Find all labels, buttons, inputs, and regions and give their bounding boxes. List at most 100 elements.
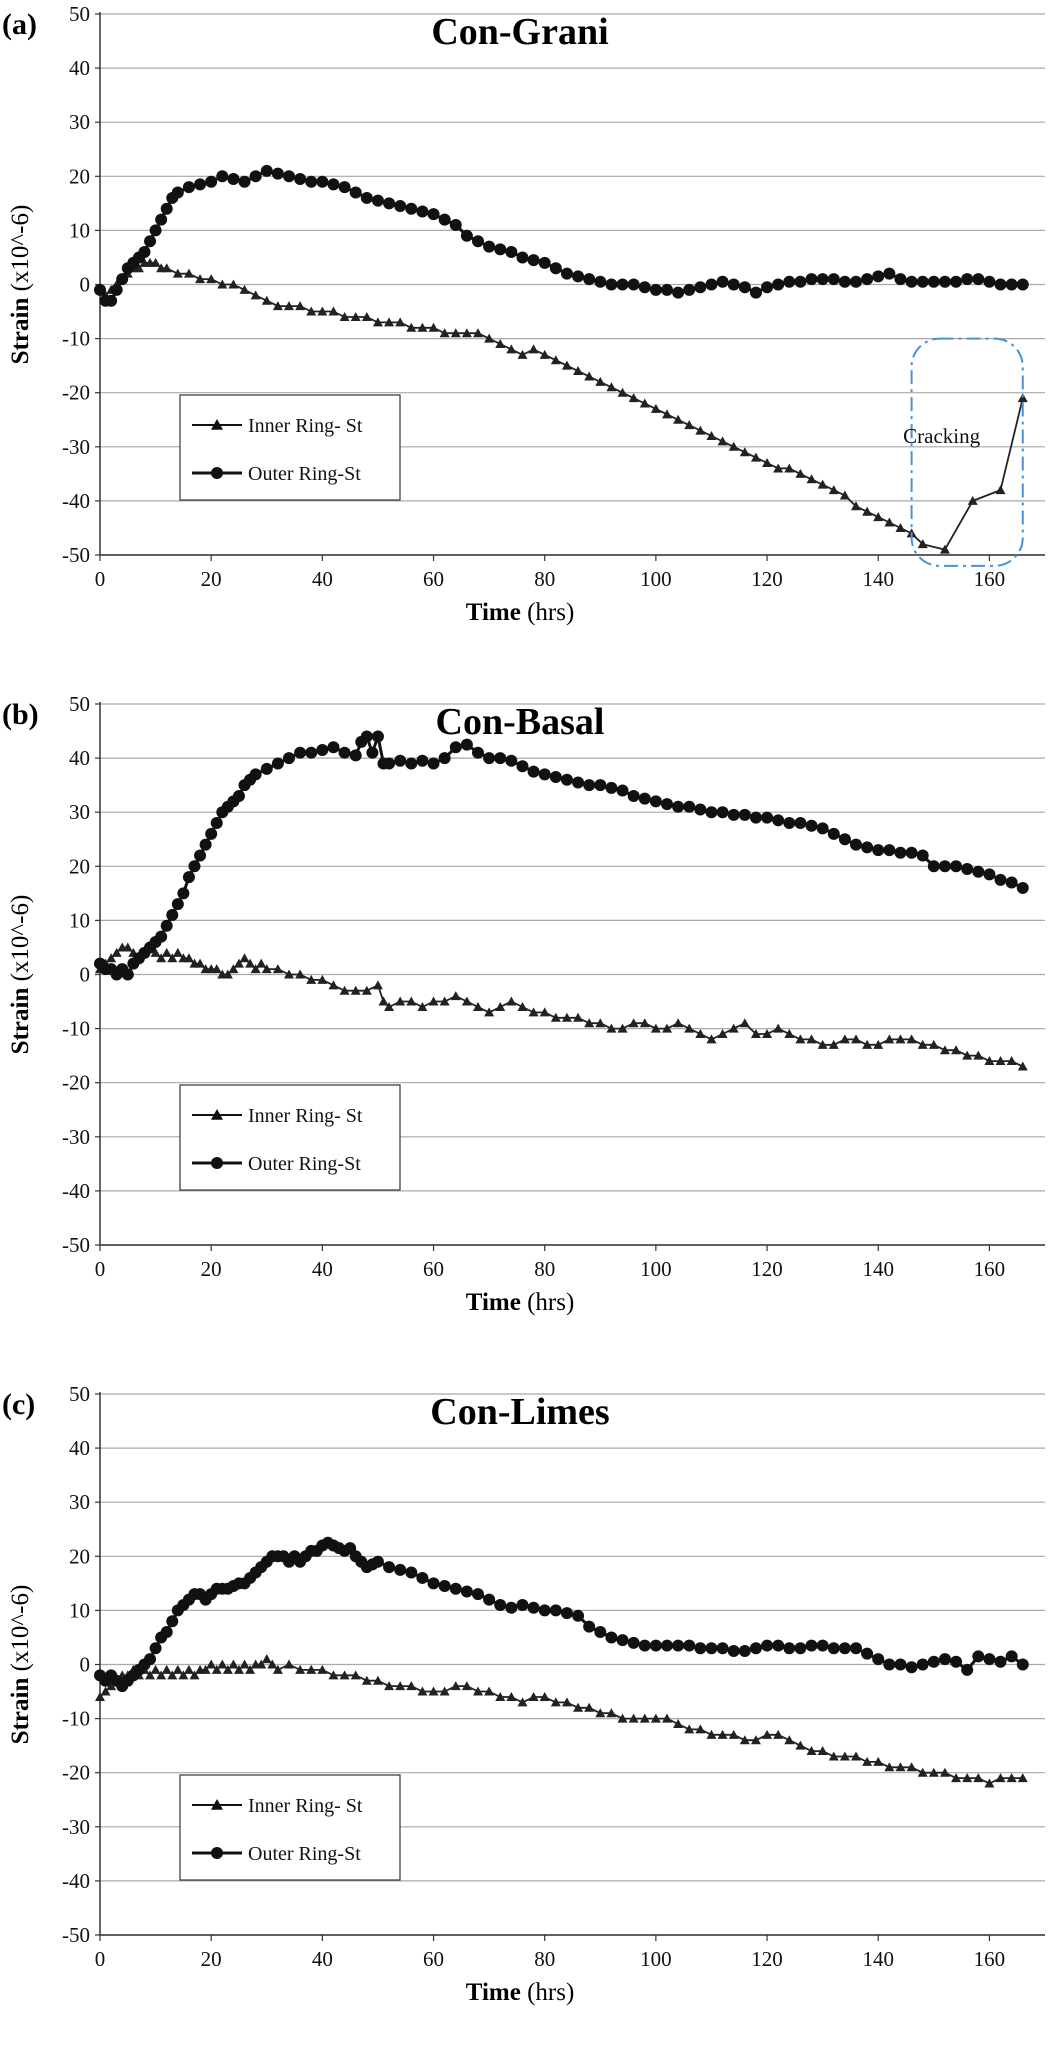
- data-point: [228, 964, 239, 974]
- data-point: [494, 752, 507, 765]
- data-point: [472, 746, 484, 759]
- data-point: [605, 278, 618, 291]
- data-point: [861, 273, 874, 286]
- x-tick-label: 100: [640, 1257, 672, 1281]
- data-point: [394, 754, 407, 767]
- data-point: [750, 1029, 761, 1039]
- y-tick-label: 40: [69, 746, 90, 770]
- data-point: [773, 1729, 784, 1739]
- data-point: [639, 1018, 650, 1028]
- data-point: [183, 1664, 194, 1674]
- legend-label: Outer Ring-St: [248, 1843, 361, 1865]
- data-point: [222, 969, 233, 979]
- data-point: [484, 333, 495, 343]
- data-point: [850, 1642, 862, 1655]
- y-tick-label: 0: [80, 963, 91, 987]
- data-point: [884, 1762, 895, 1772]
- data-point: [372, 980, 383, 990]
- data-point: [245, 1664, 256, 1674]
- data-point: [661, 798, 673, 811]
- data-point: [272, 1664, 283, 1674]
- data-point: [784, 1029, 795, 1039]
- data-point: [939, 1045, 950, 1055]
- data-point: [639, 1713, 650, 1723]
- y-tick-label: 40: [69, 1436, 90, 1460]
- data-point: [394, 1563, 407, 1576]
- data-point: [827, 273, 840, 286]
- y-tick-label: 20: [69, 854, 90, 878]
- data-point: [149, 1642, 162, 1655]
- data-point: [182, 181, 195, 194]
- data-point: [762, 1729, 773, 1739]
- y-tick-label: -50: [62, 1233, 90, 1257]
- data-point: [172, 947, 183, 957]
- data-point: [616, 1634, 629, 1647]
- data-point: [573, 1012, 584, 1022]
- data-point: [295, 301, 306, 311]
- data-point: [638, 1639, 651, 1652]
- data-point: [450, 328, 461, 338]
- data-point: [1005, 278, 1018, 291]
- series-inner-ring: [95, 942, 1028, 1071]
- y-tick-label: -20: [62, 381, 90, 405]
- data-point: [673, 1719, 684, 1729]
- data-point: [594, 779, 607, 792]
- data-point: [895, 1762, 906, 1772]
- data-point: [483, 752, 496, 765]
- data-point: [217, 279, 228, 289]
- data-point: [150, 947, 161, 957]
- data-point: [817, 1039, 828, 1049]
- data-point: [773, 1023, 784, 1033]
- x-tick-label: 60: [423, 1257, 444, 1281]
- data-point: [517, 1001, 528, 1011]
- y-tick-label: -50: [62, 543, 90, 567]
- data-point: [694, 281, 707, 294]
- x-tick-label: 160: [974, 567, 1006, 591]
- data-point: [427, 1577, 440, 1590]
- data-point: [527, 254, 540, 267]
- data-point: [405, 202, 418, 215]
- data-point: [627, 1636, 640, 1649]
- data-point: [160, 202, 173, 215]
- data-point: [973, 1050, 984, 1060]
- y-axis-label-unit: (x10^-6): [7, 895, 34, 988]
- data-point: [160, 919, 173, 932]
- data-point: [250, 290, 261, 300]
- data-point: [950, 275, 963, 288]
- data-point: [717, 1029, 728, 1039]
- data-point: [873, 512, 884, 522]
- x-tick-label: 20: [201, 567, 222, 591]
- data-point: [239, 284, 250, 294]
- data-point: [166, 1615, 179, 1628]
- data-point: [694, 803, 707, 816]
- data-point: [983, 275, 996, 288]
- data-point: [305, 175, 318, 188]
- data-point: [851, 1751, 861, 1761]
- data-point: [638, 792, 651, 805]
- data-point: [427, 757, 440, 770]
- data-point: [316, 175, 329, 188]
- data-point: [984, 1056, 995, 1066]
- data-point: [189, 1670, 200, 1680]
- data-point: [762, 458, 773, 468]
- data-point: [983, 1653, 996, 1666]
- data-point: [271, 167, 284, 180]
- cracking-annotation: Cracking: [903, 424, 980, 448]
- data-point: [550, 355, 561, 365]
- data-point: [294, 746, 307, 759]
- data-point: [182, 871, 195, 884]
- chart-a: -50 -40 -30 -20 -10 0 10 20 30 40 50 0 20 40 60 80 100 12…: [2, 2, 1045, 626]
- y-tick-label: 30: [69, 110, 90, 134]
- data-point: [483, 1593, 496, 1606]
- data-point: [761, 811, 774, 824]
- data-point: [962, 1773, 973, 1783]
- data-point: [750, 1735, 761, 1745]
- data-point: [116, 273, 129, 286]
- data-point: [438, 752, 451, 765]
- data-point: [750, 452, 761, 462]
- data-point: [827, 1642, 840, 1655]
- y-tick-label: 30: [69, 800, 90, 824]
- data-point: [349, 749, 362, 762]
- data-point: [806, 474, 817, 484]
- data-point: [939, 1767, 950, 1777]
